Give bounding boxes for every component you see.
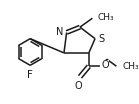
Text: N: N (56, 27, 63, 37)
Text: CH₃: CH₃ (123, 62, 139, 71)
Text: O: O (101, 60, 109, 70)
Text: O: O (74, 81, 82, 91)
Text: CH₃: CH₃ (98, 13, 114, 22)
Text: S: S (99, 34, 105, 44)
Text: F: F (27, 70, 33, 80)
